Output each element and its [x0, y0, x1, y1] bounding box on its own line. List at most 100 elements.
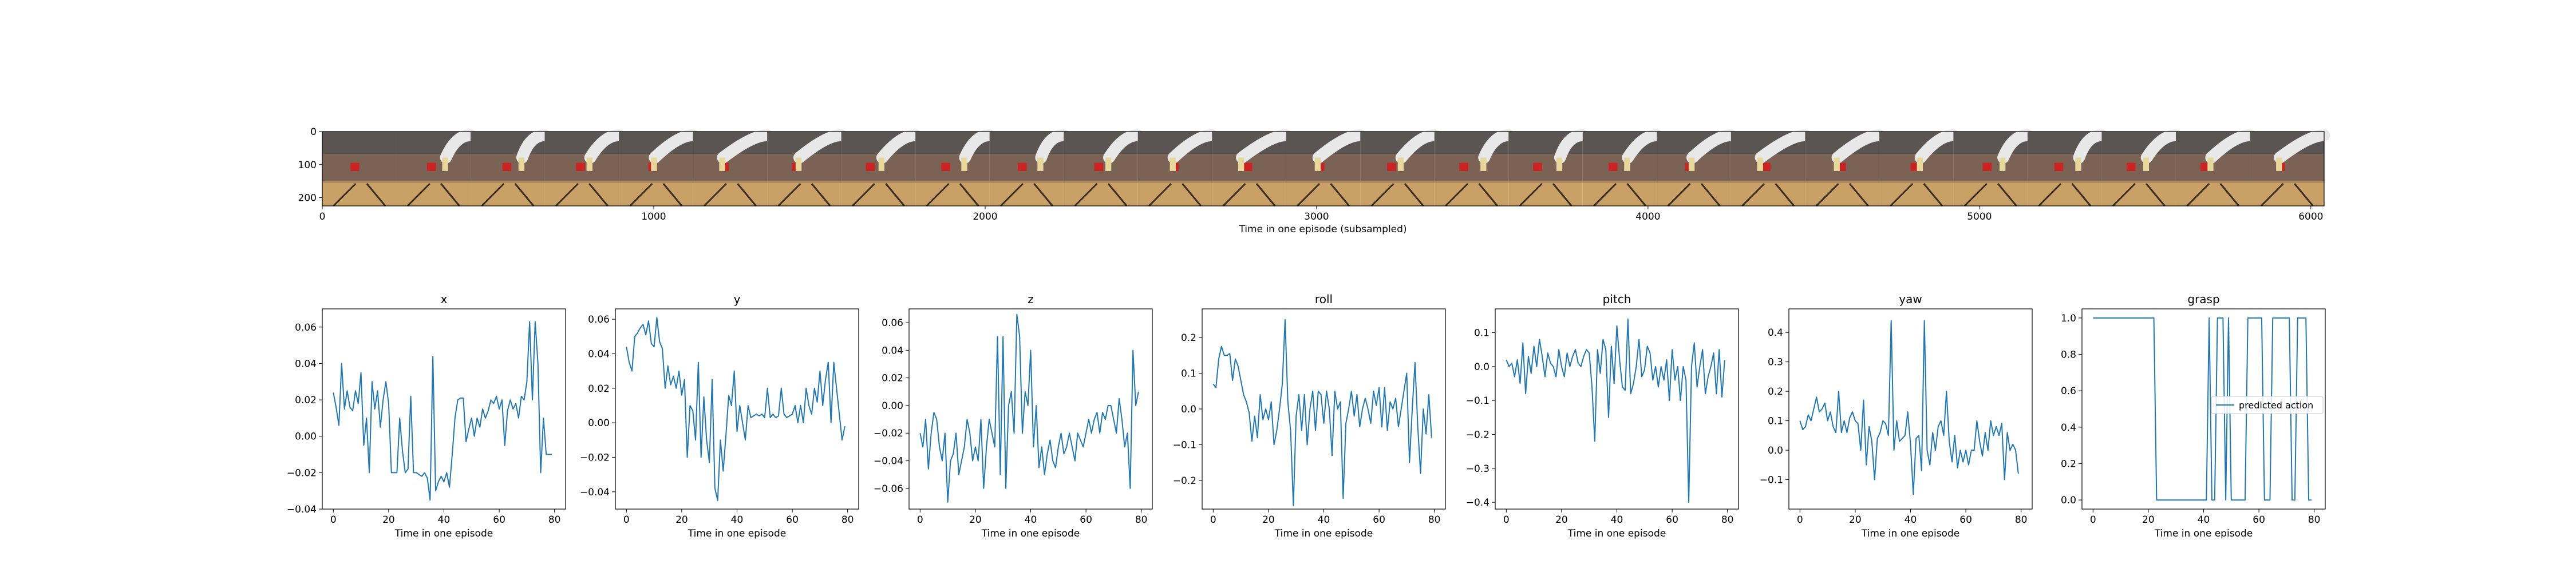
y-tick-label: −0.04	[580, 487, 610, 498]
frame-table-leg	[366, 183, 386, 206]
frame-table-front	[2250, 182, 2324, 206]
x-tick-label: 40	[1905, 514, 1917, 526]
y-tick-label: 0.02	[295, 395, 317, 406]
x-tick-label: 20	[1849, 514, 1862, 526]
x-tick-label: 0	[1797, 514, 1803, 526]
filmstrip-y-tick-label: 200	[298, 193, 317, 204]
x-tick-label: 60	[493, 514, 505, 526]
x-tick-label: 0	[1210, 514, 1216, 526]
y-tick-label: −0.2	[1173, 475, 1196, 487]
x-tick-label: 20	[1262, 514, 1275, 526]
film-frame	[1064, 129, 1144, 207]
y-tick-label: 0.0	[1181, 404, 1196, 415]
frame-table-front	[1582, 182, 1657, 206]
y-tick-label: 0.0	[2061, 495, 2076, 506]
frame-tabletop	[1582, 154, 1657, 182]
film-frame	[693, 129, 773, 207]
y-tick-label: 0.0	[1474, 362, 1490, 373]
frame-table-leg	[1775, 183, 1795, 206]
panel-roll: roll 0 20 40 60 80 −0.2 −0.1 0.0 0.1 0.2 Time in on…	[1173, 292, 1446, 539]
frame-table-leg	[2146, 183, 2166, 206]
frame-table-leg	[1404, 183, 1424, 206]
filmstrip-frame-border	[322, 131, 2325, 206]
film-frame	[1360, 129, 1441, 207]
frame-robot-arm	[2073, 129, 2108, 164]
frame-robot-arm	[1686, 129, 1737, 164]
filmstrip-x-tick-label: 3000	[1304, 211, 1329, 223]
frame-table-front	[1805, 182, 1879, 206]
frame-object	[1243, 162, 1253, 171]
frame-robot-arm	[1395, 129, 1441, 164]
frame-table-front	[322, 182, 397, 206]
frame-table-leg	[1593, 182, 1617, 207]
film-frame	[1286, 129, 1366, 207]
frame-object	[1017, 162, 1027, 171]
frame-tabletop	[1434, 154, 1509, 182]
y-tick-label: 0.04	[588, 348, 610, 360]
x-tick-label: 60	[1373, 514, 1385, 526]
frame-tabletop	[2027, 154, 2102, 182]
frame-table-leg	[1107, 183, 1128, 206]
frame-object	[1761, 162, 1771, 171]
x-axis-label: Time in one episode	[1567, 528, 1666, 539]
frame-table-leg	[1222, 182, 1246, 207]
frame-table-front	[693, 182, 768, 206]
panel-yaw: yaw 0 20 40 60 80 −0.1 0.0 0.1 0.2 0.3 0.4 Time in o…	[1760, 292, 2033, 539]
frame-table-leg	[1741, 182, 1765, 207]
frame-robot-arm	[2205, 129, 2256, 164]
film-frame	[1434, 129, 1515, 207]
frame-robot-arm	[516, 129, 551, 164]
x-axis-label: Time in one episode	[2154, 528, 2253, 539]
frame-robot-arm	[1312, 129, 1366, 164]
frame-table-front	[767, 182, 841, 206]
frame-robot-arm	[717, 129, 773, 164]
frame-table-leg	[1148, 182, 1172, 207]
filmstrip-x-tick-label: 5000	[1967, 211, 1992, 223]
frame-gripper	[2276, 157, 2282, 171]
frame-table-leg	[1478, 183, 1499, 206]
film-frame	[1582, 129, 1663, 207]
frame-gripper	[1314, 157, 1321, 171]
frame-table-leg	[851, 182, 875, 207]
frame-gripper	[1556, 157, 1563, 171]
film-frame	[989, 129, 1070, 207]
film-frame	[396, 129, 477, 207]
frame-table-leg	[1445, 182, 1469, 207]
frame-robot-arm	[1103, 129, 1144, 164]
filmstrip-y-ticks: 0 100 200	[298, 126, 322, 204]
frame-table-leg	[588, 183, 609, 206]
frame-gripper	[1688, 157, 1695, 171]
frame-table-leg	[662, 183, 683, 206]
filmstrip-panel: 0 1000 2000 3000 4000 5000 6000 0 100 200 Time i…	[298, 126, 2330, 235]
frame-table-front	[1730, 182, 1805, 206]
y-tick-label: −0.06	[874, 483, 903, 495]
frame-gripper	[651, 157, 657, 171]
x-tick-label: 60	[1959, 514, 1972, 526]
frame-robot-arm	[1236, 129, 1293, 164]
frame-table-front	[1879, 182, 1954, 206]
filmstrip-x-tick-label: 1000	[641, 211, 666, 223]
frame-gripper	[1397, 157, 1404, 171]
film-frame	[322, 132, 397, 207]
frame-robot-arm	[876, 129, 922, 164]
y-tick-label: −0.3	[1466, 463, 1490, 475]
frame-table-leg	[406, 182, 430, 207]
frame-table-leg	[1182, 183, 1202, 206]
frame-table-leg	[2260, 182, 2284, 207]
frame-table-leg	[1963, 182, 1988, 207]
frame-table-front	[544, 182, 619, 206]
frame-table-leg	[737, 183, 757, 206]
y-tick-label: −0.02	[287, 467, 317, 479]
x-tick-label: 0	[917, 514, 923, 526]
frame-table-front	[1508, 182, 1583, 206]
frame-table-leg	[514, 183, 535, 206]
frame-object	[1459, 162, 1468, 171]
frame-table-leg	[1297, 182, 1321, 207]
frame-object	[1533, 162, 1542, 171]
frame-object	[941, 162, 950, 171]
panel-title: x	[441, 292, 448, 306]
frame-table-leg	[811, 183, 831, 206]
frame-gripper	[961, 157, 967, 171]
frame-table-leg	[1552, 183, 1573, 206]
